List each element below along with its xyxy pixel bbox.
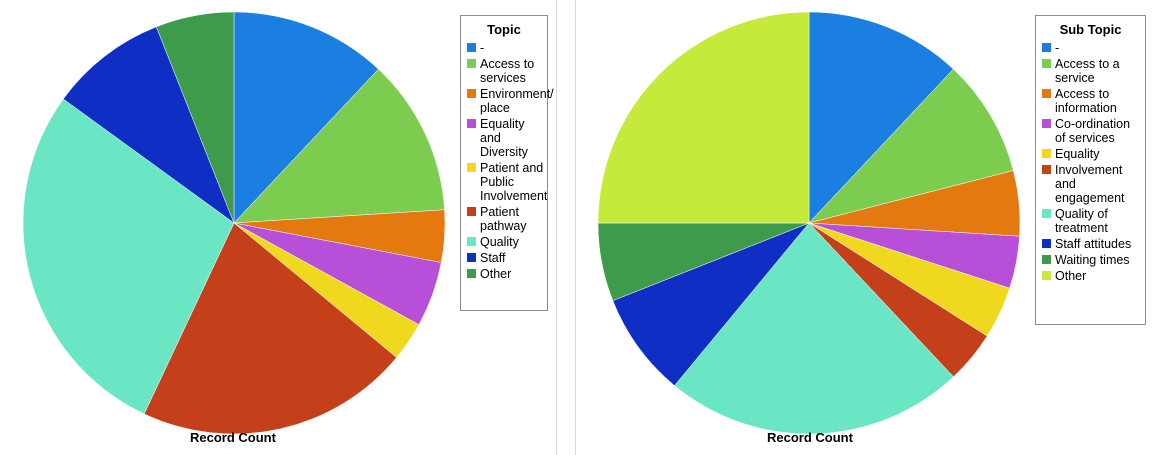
topic-legend-item-access-to-services: Access to services	[467, 57, 541, 85]
subtopic-legend-swatch	[1042, 119, 1051, 128]
topic-slice-access-to-services	[233, 68, 445, 224]
subtopic-legend-label: Other	[1055, 269, 1087, 283]
subtopic-legend-label: -	[1055, 41, 1060, 55]
subtopic-legend-label: Quality of treatment	[1055, 207, 1108, 235]
subtopic-legend-label: Involvement and engagement	[1055, 163, 1125, 205]
subtopic-slice-staff-attitudes	[612, 222, 810, 386]
subtopic-legend-item-equality: Equality	[1042, 147, 1139, 161]
subtopic-legend: Sub Topic - Access to a service Access to …	[1035, 15, 1146, 325]
subtopic-slice-quality-of-treatment	[674, 222, 954, 435]
topic-legend-item-dash: -	[467, 41, 541, 55]
subtopic-legend-swatch	[1042, 271, 1051, 280]
subtopic-legend-label: Waiting times	[1055, 253, 1130, 267]
subtopic-slice-other	[597, 11, 810, 224]
topic-legend-label: Staff	[480, 251, 506, 265]
topic-slice-staff	[62, 26, 235, 224]
subtopic-legend-swatch	[1042, 165, 1051, 174]
topic-legend-item-equality-and-diversity: Equality and Diversity	[467, 117, 541, 159]
subtopic-legend-label: Co-ordination of services	[1055, 117, 1131, 145]
subtopic-legend-swatch	[1042, 239, 1051, 248]
topic-legend-swatch	[467, 163, 476, 172]
topic-legend-label: Access to services	[480, 57, 535, 85]
subtopic-xlabel: Record Count	[767, 430, 853, 445]
topic-legend-item-patient-pathway: Patient pathway	[467, 205, 541, 233]
subtopic-legend-swatch	[1042, 255, 1051, 264]
topic-legend-swatch	[467, 59, 476, 68]
topic-legend-label: Equality and Diversity	[480, 117, 528, 159]
topic-legend-swatch	[467, 119, 476, 128]
subtopic-legend-label: Staff attitudes	[1055, 237, 1132, 251]
topic-legend-label: Environment/ place	[480, 87, 554, 115]
topic-pie-chart	[22, 11, 446, 435]
topic-legend-label: Other	[480, 267, 512, 281]
topic-legend-label: Quality	[480, 235, 519, 249]
subtopic-legend-item-quality-of-treatment: Quality of treatment	[1042, 207, 1139, 235]
topic-legend-label: -	[480, 41, 485, 55]
topic-legend-swatch	[467, 43, 476, 52]
subtopic-legend-item-access-to-a-service: Access to a service	[1042, 57, 1139, 85]
topic-legend-item-environment-place: Environment/ place	[467, 87, 554, 115]
topic-legend-swatch	[467, 89, 476, 98]
topic-legend-title: Topic	[487, 22, 521, 37]
subtopic-legend-swatch	[1042, 43, 1051, 52]
subtopic-pie-chart	[597, 11, 1021, 435]
subtopic-legend-items: - Access to a service Access to informatio…	[1042, 41, 1139, 283]
subtopic-legend-item-other: Other	[1042, 269, 1139, 283]
topic-legend-items: - Access to services Environment/ place Equ…	[467, 41, 554, 281]
subtopic-legend-item-involvement-and-engagement: Involvement and engagement	[1042, 163, 1139, 205]
subtopic-legend-label: Access to a service	[1055, 57, 1120, 85]
subtopic-legend-item-waiting-times: Waiting times	[1042, 253, 1139, 267]
subtopic-legend-label: Access to information	[1055, 87, 1117, 115]
subtopic-slice-dash	[808, 11, 954, 224]
topic-legend-item-staff: Staff	[467, 251, 541, 265]
chart-divider	[556, 0, 576, 455]
topic-slice-quality	[22, 98, 235, 415]
subtopic-legend-swatch	[1042, 89, 1051, 98]
subtopic-slice-access-to-a-service	[808, 68, 1014, 224]
topic-legend-item-quality: Quality	[467, 235, 541, 249]
subtopic-legend-swatch	[1042, 59, 1051, 68]
topic-legend-swatch	[467, 237, 476, 246]
subtopic-legend-item-dash: -	[1042, 41, 1139, 55]
topic-slice-other	[156, 11, 235, 224]
subtopic-legend-item-staff-attitudes: Staff attitudes	[1042, 237, 1139, 251]
topic-xlabel: Record Count	[190, 430, 276, 445]
subtopic-legend-item-co-ordination-of-services: Co-ordination of services	[1042, 117, 1139, 145]
topic-legend-swatch	[467, 269, 476, 278]
topic-legend-item-patient-and-public-involvement: Patient and Public Involvement	[467, 161, 547, 203]
topic-legend-swatch	[467, 253, 476, 262]
topic-slice-dash	[233, 11, 379, 224]
topic-legend-label: Patient and Public Involvement	[480, 161, 548, 203]
subtopic-legend-swatch	[1042, 149, 1051, 158]
subtopic-legend-label: Equality	[1055, 147, 1100, 161]
subtopic-legend-title: Sub Topic	[1059, 22, 1122, 37]
topic-legend: Topic - Access to services Environment/ pl…	[460, 15, 554, 311]
subtopic-legend-item-access-to-information: Access to information	[1042, 87, 1139, 115]
subtopic-chart-panel: Sub Topic - Access to a service Access to …	[576, 0, 1152, 455]
topic-legend-label: Patient pathway	[480, 205, 527, 233]
topic-chart-panel: Topic - Access to services Environment/ pl…	[0, 0, 556, 455]
subtopic-legend-swatch	[1042, 209, 1051, 218]
topic-legend-item-other: Other	[467, 267, 541, 281]
topic-legend-swatch	[467, 207, 476, 216]
topic-slice-patient-pathway	[143, 222, 397, 435]
